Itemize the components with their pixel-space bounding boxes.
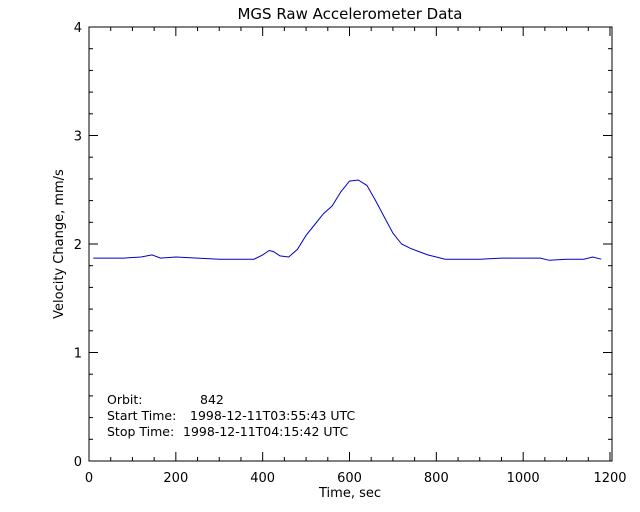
x-tick-label: 1200 [593, 471, 626, 486]
x-tick-label: 1000 [507, 471, 540, 486]
x-tick-label: 600 [337, 471, 362, 486]
y-tick-label: 0 [74, 455, 82, 470]
x-tick-label: 800 [424, 471, 449, 486]
y-tick-label: 2 [74, 238, 82, 253]
orbit-annotation: Orbit: 842 Start Time: 1998-12-11T03:55:… [107, 392, 355, 439]
series-line [93, 179, 602, 261]
chart-title: MGS Raw Accelerometer Data [237, 5, 462, 23]
start-time-label: Start Time: [107, 408, 176, 423]
stop-time-value: 1998-12-11T04:15:42 UTC [183, 424, 348, 439]
x-tick-label: 400 [250, 471, 275, 486]
x-tick-label: 200 [163, 471, 188, 486]
y-tick-labels: 0 1 2 3 4 [74, 21, 82, 470]
plot-frame [88, 26, 613, 462]
axis-ticks [88, 26, 612, 462]
orbit-label: Orbit: [107, 392, 143, 407]
y-axis-label: Velocity Change, mm/s [52, 169, 67, 319]
y-tick-label: 3 [74, 130, 82, 145]
start-time-value: 1998-12-11T03:55:43 UTC [190, 408, 355, 423]
x-axis-label: Time, sec [318, 486, 381, 501]
stop-time-label: Stop Time: [107, 424, 174, 439]
y-tick-label: 1 [74, 347, 82, 362]
x-tick-label: 0 [85, 471, 93, 486]
orbit-value: 842 [200, 392, 224, 407]
x-tick-labels: 0 200 400 600 800 1000 1200 [85, 471, 627, 486]
y-tick-label: 4 [74, 21, 82, 36]
